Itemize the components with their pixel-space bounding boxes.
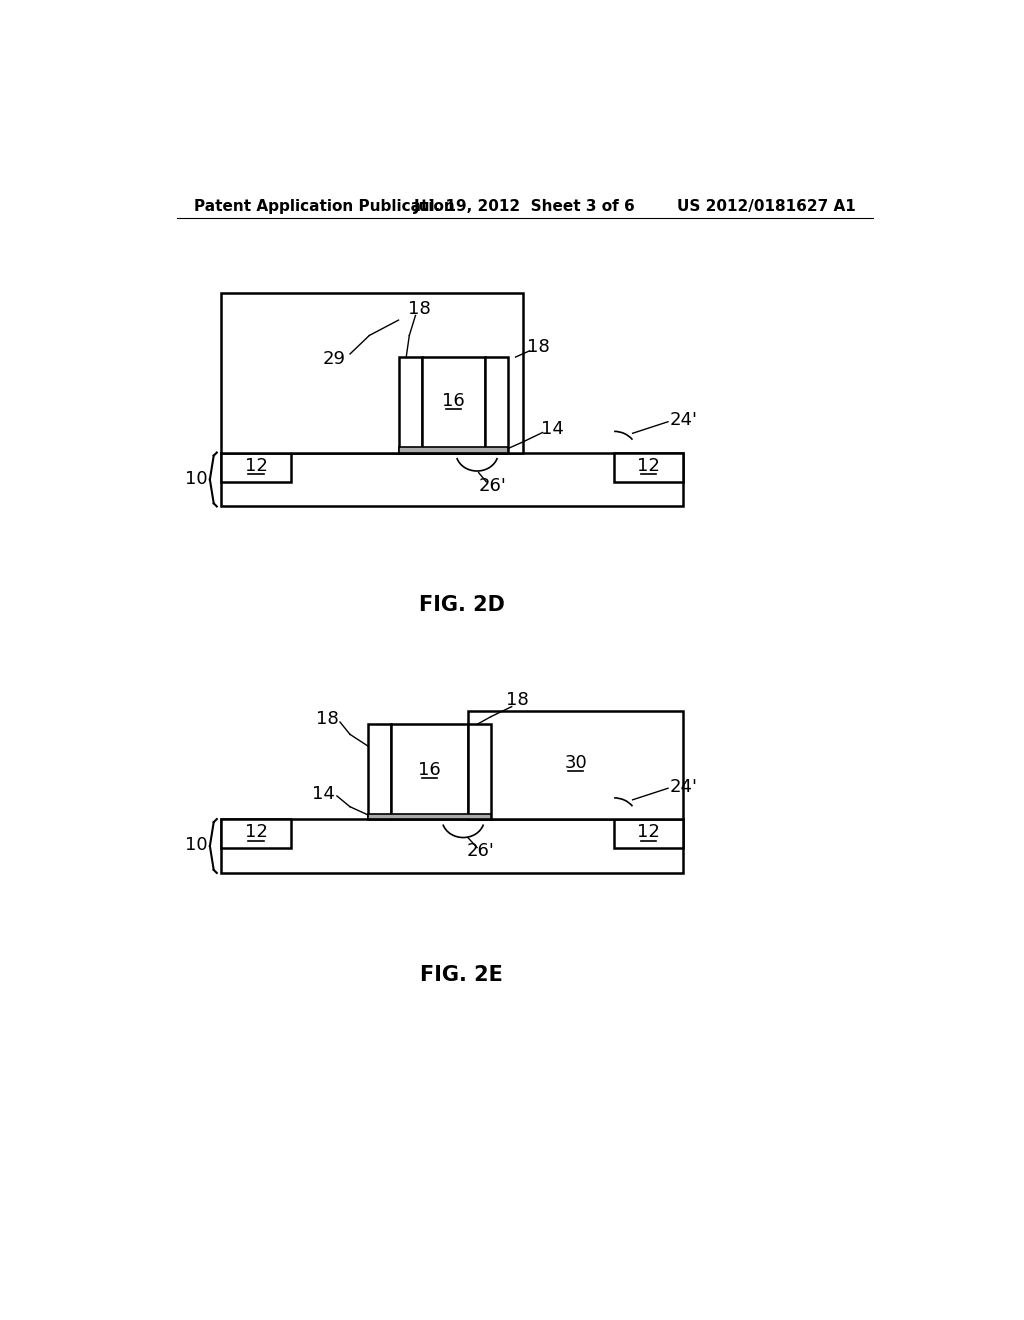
Text: 26': 26': [467, 842, 495, 861]
Bar: [221, 293, 523, 453]
Bar: [368, 725, 391, 818]
Text: 18: 18: [315, 710, 339, 727]
Text: FIG. 2D: FIG. 2D: [419, 595, 505, 615]
Text: 26': 26': [478, 477, 507, 495]
Bar: [614, 453, 683, 482]
Bar: [422, 358, 484, 453]
Bar: [368, 813, 490, 818]
Bar: [221, 818, 683, 873]
Text: 18: 18: [408, 300, 431, 318]
Text: 12: 12: [637, 457, 660, 475]
Bar: [614, 818, 683, 849]
Text: 16: 16: [418, 760, 440, 779]
Text: 18: 18: [506, 690, 528, 709]
Text: 10: 10: [185, 470, 208, 487]
Text: Patent Application Publication: Patent Application Publication: [194, 198, 455, 214]
Text: US 2012/0181627 A1: US 2012/0181627 A1: [677, 198, 856, 214]
Text: 24': 24': [670, 777, 697, 796]
Text: Jul. 19, 2012  Sheet 3 of 6: Jul. 19, 2012 Sheet 3 of 6: [414, 198, 636, 214]
Text: 12: 12: [637, 824, 660, 841]
Text: 14: 14: [541, 421, 564, 438]
Text: 14: 14: [311, 784, 335, 803]
Text: 30: 30: [564, 754, 587, 772]
Bar: [221, 818, 291, 849]
Bar: [468, 711, 683, 818]
Text: FIG. 2E: FIG. 2E: [420, 965, 503, 985]
Text: 10: 10: [185, 837, 208, 854]
Text: 18: 18: [527, 338, 550, 356]
Bar: [484, 358, 508, 453]
Bar: [391, 725, 468, 818]
Bar: [221, 453, 291, 482]
Bar: [398, 447, 508, 453]
Text: 29: 29: [324, 350, 346, 367]
Text: 16: 16: [441, 392, 465, 411]
Bar: [221, 453, 683, 507]
Text: 24': 24': [670, 412, 697, 429]
Text: 12: 12: [245, 457, 267, 475]
Text: 12: 12: [245, 824, 267, 841]
Bar: [398, 358, 422, 453]
Bar: [468, 725, 490, 818]
